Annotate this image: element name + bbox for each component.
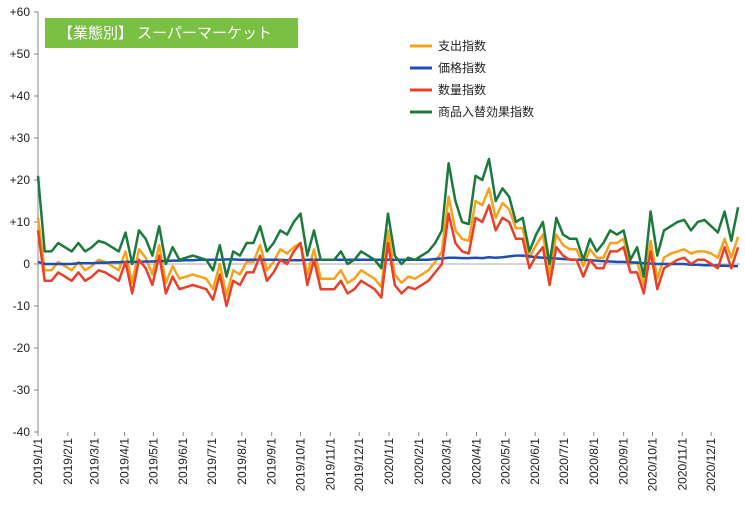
x-tick-label: 2020/9/1 — [617, 438, 631, 485]
legend-label: 数量指数 — [438, 82, 486, 97]
series-line — [36, 187, 740, 297]
y-tick-label: -30 — [13, 383, 31, 397]
y-tick-label: +20 — [10, 173, 31, 187]
x-tick-label: 2019/4/1 — [118, 438, 132, 485]
y-tick-label: +50 — [10, 47, 31, 61]
x-tick-label: 2020/8/1 — [587, 438, 601, 485]
x-tick-label: 2020/2/1 — [412, 438, 426, 485]
series-line — [36, 203, 740, 308]
x-tick-label: 2020/3/1 — [440, 438, 454, 485]
legend-label: 支出指数 — [438, 38, 486, 53]
x-tick-label: 2019/3/1 — [88, 438, 102, 485]
y-tick-label: -20 — [13, 341, 31, 355]
legend-label: 商品入替効果指数 — [438, 104, 534, 119]
x-tick-label: 2019/1/1 — [31, 438, 45, 485]
x-tick-label: 2019/6/1 — [176, 438, 190, 485]
x-tick-label: 2020/6/1 — [528, 438, 542, 485]
y-tick-label: +60 — [10, 5, 31, 19]
x-tick-label: 2020/4/1 — [470, 438, 484, 485]
y-tick-label: -40 — [13, 425, 31, 439]
y-tick-label: -10 — [13, 299, 31, 313]
x-tick-label: 2019/5/1 — [146, 438, 160, 485]
x-tick-label: 2019/8/1 — [235, 438, 249, 485]
x-tick-label: 2020/5/1 — [498, 438, 512, 485]
x-tick-label: 2019/9/1 — [265, 438, 279, 485]
y-tick-label: +40 — [10, 89, 31, 103]
x-tick-label: 2019/2/1 — [61, 438, 75, 485]
y-tick-label: +10 — [10, 215, 31, 229]
y-tick-label: 0 — [23, 257, 30, 271]
x-tick-label: 2020/12/1 — [704, 438, 718, 492]
legend-label: 価格指数 — [438, 60, 486, 75]
x-tick-label: 2019/10/1 — [294, 438, 308, 492]
chart-title: 【業態別】 スーパーマーケット — [58, 25, 272, 42]
y-tick-label: +30 — [10, 131, 31, 145]
x-tick-label: 2020/1/1 — [382, 438, 396, 485]
title-box — [45, 18, 298, 48]
x-tick-label: 2020/10/1 — [645, 438, 659, 492]
x-tick-label: 2020/7/1 — [557, 438, 571, 485]
x-tick-label: 2019/12/1 — [352, 438, 366, 492]
x-tick-label: 2019/7/1 — [205, 438, 219, 485]
x-tick-label: 2019/11/1 — [323, 438, 337, 491]
series-line — [37, 254, 739, 268]
x-tick-label: 2020/11/1 — [675, 438, 689, 491]
series-line — [36, 157, 740, 278]
